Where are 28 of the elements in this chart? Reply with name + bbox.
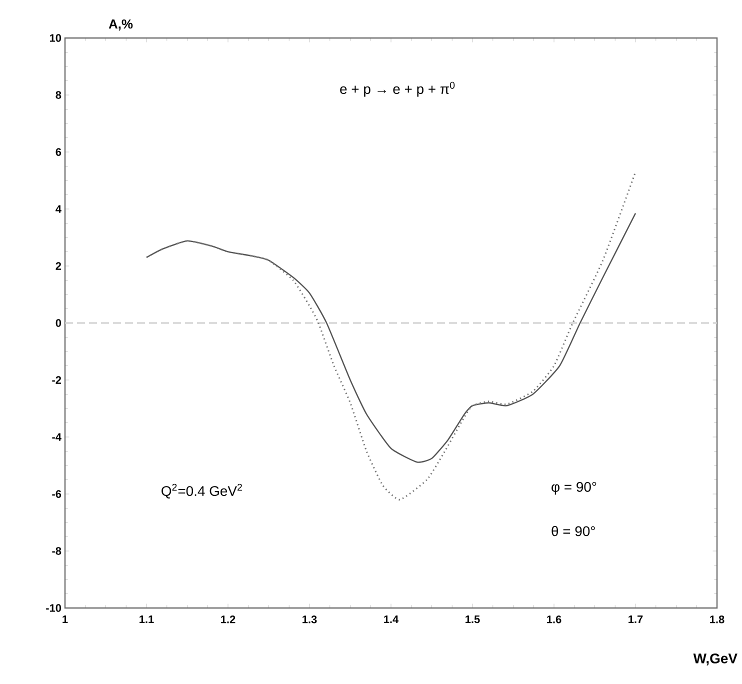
annotation: Q$^{2}$=0.4 GeV$^{2}$ [162, 484, 242, 498]
x-tick-label: 1.3 [302, 616, 317, 624]
annotation: θ = 90° [552, 526, 595, 536]
y-tick-label: 2 [56, 262, 62, 270]
y-tick-label: -8 [52, 547, 62, 555]
y-tick-label: 6 [56, 148, 62, 156]
x-tick-label: 1.5 [466, 616, 480, 624]
y-tick-label: -10 [46, 604, 62, 612]
y-tick-label: -4 [52, 433, 62, 441]
x-tick-label: 1 [62, 616, 68, 624]
x-tick-label: 1.8 [710, 616, 724, 624]
annotation: φ = 90° [552, 482, 596, 495]
text: e + p → e + p + π$^{0}$ [340, 82, 455, 97]
y-tick-label: 4 [56, 205, 62, 213]
x-tick-label: 1.6 [547, 616, 562, 624]
y-tick-label: -6 [52, 490, 62, 498]
x-tick-label: 1.7 [628, 616, 643, 624]
x-tick-label: 1.4 [384, 616, 399, 624]
y-axis-title: A,% [108, 19, 133, 30]
x-axis-title: W,GeV [693, 654, 738, 666]
x-tick-label: 1.1 [140, 616, 154, 624]
y-tick-label: 8 [56, 91, 62, 99]
line-series [146, 212, 636, 463]
line-series [146, 171, 636, 500]
y-tick-label: 0 [56, 319, 62, 327]
y-tick-label: 10 [50, 34, 62, 42]
x-tick-label: 1.2 [221, 616, 236, 624]
y-tick-label: -2 [52, 376, 62, 384]
